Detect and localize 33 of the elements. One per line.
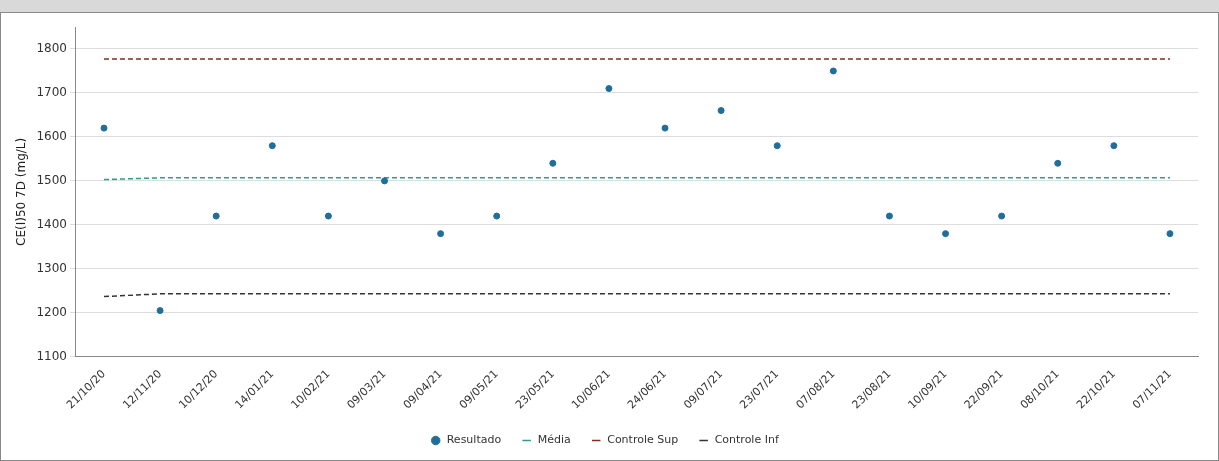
point bbox=[324, 212, 332, 220]
point bbox=[829, 67, 837, 75]
y-axis-title: CE(I)50 7D (mg/L) bbox=[14, 137, 29, 246]
y-tick-label: 1200 bbox=[36, 304, 67, 319]
point bbox=[717, 107, 725, 115]
legend-label: Resultado bbox=[446, 433, 502, 447]
point bbox=[493, 212, 501, 220]
point bbox=[437, 230, 445, 238]
point bbox=[1166, 230, 1174, 238]
y-tick-label: 1600 bbox=[36, 129, 67, 144]
y-tick-label: 1100 bbox=[36, 348, 67, 363]
y-tick-label: 1800 bbox=[36, 41, 67, 56]
legend-label: Controle Inf bbox=[714, 433, 780, 447]
point bbox=[1054, 159, 1062, 167]
point bbox=[381, 177, 389, 185]
point bbox=[661, 124, 669, 132]
y-tick-label: 1400 bbox=[36, 216, 67, 231]
point bbox=[605, 85, 613, 93]
point bbox=[885, 212, 893, 220]
point bbox=[942, 230, 950, 238]
y-tick-label: 1300 bbox=[36, 260, 67, 275]
point bbox=[156, 307, 164, 315]
point bbox=[998, 212, 1006, 220]
legend-label: Média bbox=[537, 433, 571, 447]
legend-label: Controle Sup bbox=[607, 433, 679, 447]
point bbox=[549, 159, 557, 167]
y-tick-label: 1500 bbox=[36, 173, 67, 187]
point bbox=[773, 142, 781, 150]
point bbox=[100, 124, 108, 132]
point bbox=[268, 142, 276, 150]
point bbox=[1110, 142, 1118, 150]
y-tick-label: 1700 bbox=[36, 85, 67, 100]
point bbox=[212, 212, 220, 220]
